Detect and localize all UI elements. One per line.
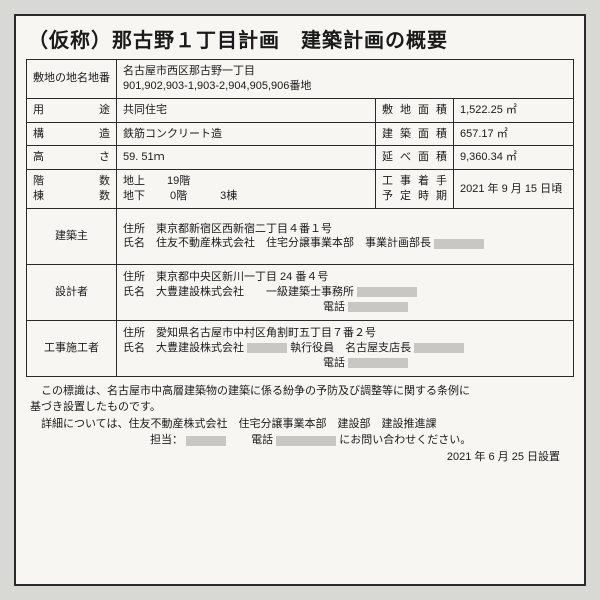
contractor-name-line: 氏名 大豊建設株式会社 執行役員 名古屋支店長 bbox=[123, 341, 567, 356]
value-floor-area: 9,360.34 ㎡ bbox=[454, 146, 574, 170]
foot-contact: 詳細については、住友不動産株式会社 住宅分譲事業本部 建設部 建設推進課 bbox=[30, 418, 436, 430]
value-floors: 地上 19階 地下 0階 3棟 bbox=[117, 170, 376, 209]
label-structure: 構 造 bbox=[27, 122, 117, 146]
redacted-block bbox=[414, 343, 464, 353]
label-site-area: 敷地面積 bbox=[376, 98, 454, 122]
board-title: （仮称）那古野１丁目計画 建築計画の概要 bbox=[26, 22, 574, 59]
designer-name-line: 氏名 大豊建設株式会社 一級建築士事務所 bbox=[123, 285, 567, 300]
label-contractor: 工事施工者 bbox=[27, 320, 117, 376]
contact-label: 担当： bbox=[150, 434, 183, 446]
redacted-block bbox=[357, 287, 417, 297]
install-date: 2021 年 6 月 25 日設置 bbox=[30, 449, 570, 466]
label-floor-area: 延べ面積 bbox=[376, 146, 454, 170]
value-address: 名古屋市西区那古野一丁目 901,902,903-1,903-2,904,905… bbox=[117, 60, 574, 99]
redacted-block bbox=[186, 436, 226, 446]
label-owner: 建築主 bbox=[27, 208, 117, 264]
redacted-block bbox=[247, 343, 287, 353]
contractor-title: 執行役員 名古屋支店長 bbox=[290, 342, 411, 354]
info-table: 敷地の地名地番 名古屋市西区那古野一丁目 901,902,903-1,903-2… bbox=[26, 59, 574, 377]
phone-label: 電話 bbox=[323, 357, 345, 369]
label-building-area: 建築面積 bbox=[376, 122, 454, 146]
owner-name-line: 氏名 住友不動産株式会社 住宅分譲事業本部 事業計画部長 bbox=[123, 236, 567, 251]
value-building-area: 657.17 ㎡ bbox=[454, 122, 574, 146]
redacted-block bbox=[348, 302, 408, 312]
designer-address: 住所 東京都中央区新川一丁目 24 番４号 bbox=[123, 270, 567, 285]
value-height: 59. 51ｍ bbox=[117, 146, 376, 170]
footnote: この標識は、名古屋市中高層建築物の建築に係る紛争の予防及び調整等に関する条例に … bbox=[26, 377, 574, 468]
value-owner: 住所 東京都新宿区西新宿二丁目４番１号 氏名 住友不動産株式会社 住宅分譲事業本… bbox=[117, 208, 574, 264]
contractor-name: 氏名 大豊建設株式会社 bbox=[123, 342, 244, 354]
label-floors: 階 数 棟 数 bbox=[27, 170, 117, 209]
foot-line-4: 担当： 電話 にお問い合わせください。 bbox=[30, 432, 570, 449]
redacted-block bbox=[348, 358, 408, 368]
contractor-address: 住所 愛知県名古屋市中村区角割町五丁目７番２号 bbox=[123, 326, 567, 341]
label-address: 敷地の地名地番 bbox=[27, 60, 117, 99]
label-height: 高 さ bbox=[27, 146, 117, 170]
owner-address: 住所 東京都新宿区西新宿二丁目４番１号 bbox=[123, 222, 567, 237]
construction-notice-board: （仮称）那古野１丁目計画 建築計画の概要 敷地の地名地番 名古屋市西区那古野一丁… bbox=[14, 14, 586, 586]
value-designer: 住所 東京都中央区新川一丁目 24 番４号 氏名 大豊建設株式会社 一級建築士事… bbox=[117, 264, 574, 320]
value-site-area: 1,522.25 ㎡ bbox=[454, 98, 574, 122]
redacted-block bbox=[276, 436, 336, 446]
phone-label: 電話 bbox=[323, 301, 345, 313]
redacted-block bbox=[434, 239, 484, 249]
designer-phone-line: 電話 bbox=[123, 300, 567, 315]
value-contractor: 住所 愛知県名古屋市中村区角割町五丁目７番２号 氏名 大豊建設株式会社 執行役員… bbox=[117, 320, 574, 376]
label-start-date: 工事着手 予定時期 bbox=[376, 170, 454, 209]
foot-line-1: この標識は、名古屋市中高層建築物の建築に係る紛争の予防及び調整等に関する条例に bbox=[30, 383, 570, 400]
value-structure: 鉄筋コンクリート造 bbox=[117, 122, 376, 146]
value-use: 共同住宅 bbox=[117, 98, 376, 122]
value-start-date: 2021 年 9 月 15 日頃 bbox=[454, 170, 574, 209]
designer-name: 氏名 大豊建設株式会社 一級建築士事務所 bbox=[123, 286, 354, 298]
label-use: 用 途 bbox=[27, 98, 117, 122]
foot-line-3: 詳細については、住友不動産株式会社 住宅分譲事業本部 建設部 建設推進課 bbox=[30, 416, 570, 433]
label-designer: 設計者 bbox=[27, 264, 117, 320]
foot-please-contact: にお問い合わせください。 bbox=[339, 434, 471, 446]
contractor-phone-line: 電話 bbox=[123, 356, 567, 371]
owner-name: 氏名 住友不動産株式会社 住宅分譲事業本部 事業計画部長 bbox=[123, 237, 431, 249]
foot-line-2: 基づき設置したものです。 bbox=[30, 399, 570, 416]
phone-label: 電話 bbox=[251, 434, 273, 446]
